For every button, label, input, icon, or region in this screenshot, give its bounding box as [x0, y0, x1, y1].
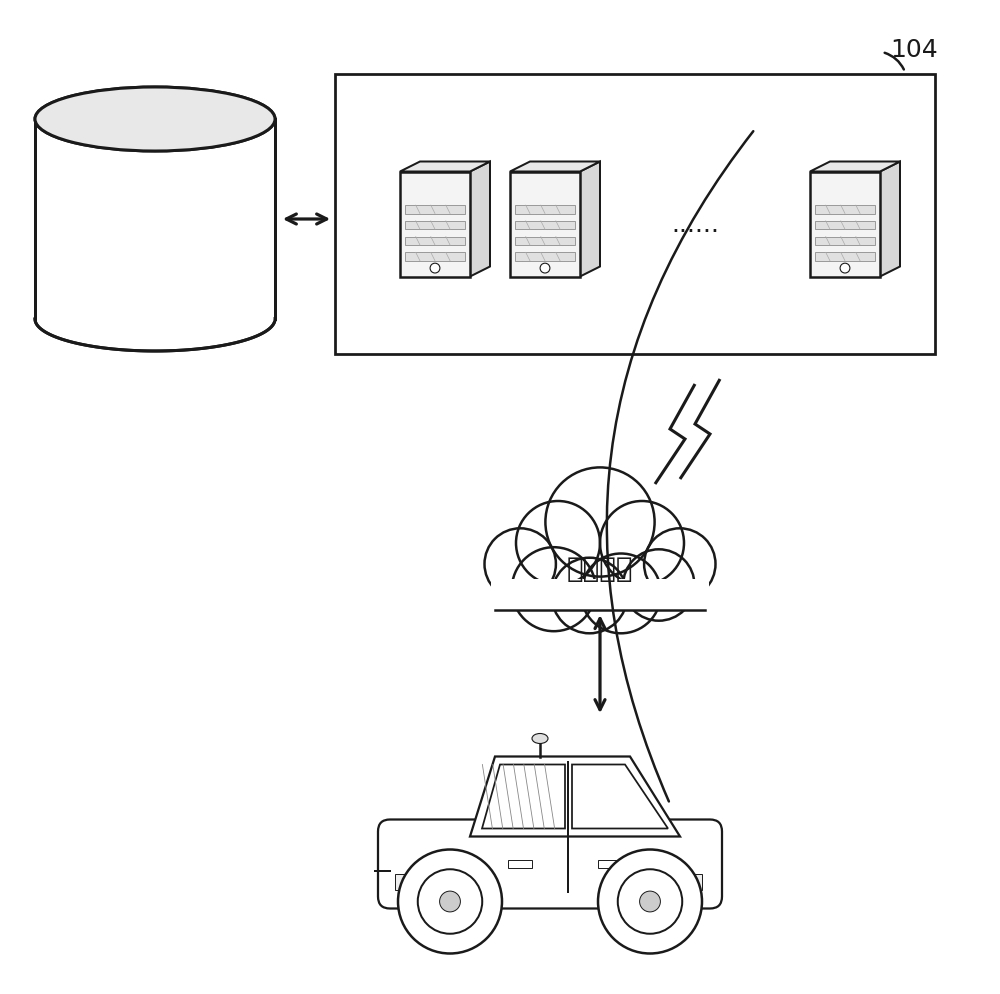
Ellipse shape — [35, 87, 275, 152]
Bar — [405, 222, 465, 230]
Bar — [515, 253, 575, 261]
Circle shape — [516, 502, 600, 585]
Circle shape — [644, 529, 716, 600]
Text: 通信网络: 通信网络 — [567, 555, 633, 582]
FancyArrowPatch shape — [607, 132, 753, 801]
Bar — [405, 238, 465, 246]
Text: ......: ...... — [671, 213, 719, 237]
Circle shape — [623, 550, 694, 621]
Bar — [510, 172, 580, 277]
Bar — [815, 206, 875, 215]
Text: 104: 104 — [890, 38, 938, 62]
Bar — [400, 172, 470, 277]
Polygon shape — [400, 162, 490, 172]
Circle shape — [418, 870, 482, 933]
Polygon shape — [470, 162, 490, 277]
Circle shape — [430, 264, 440, 273]
Polygon shape — [35, 287, 275, 320]
Polygon shape — [880, 162, 900, 277]
Bar — [680, 874, 702, 890]
Circle shape — [540, 264, 550, 273]
Circle shape — [600, 502, 684, 585]
Ellipse shape — [532, 734, 548, 744]
Text: 102: 102 — [760, 113, 808, 137]
Circle shape — [581, 554, 661, 633]
Text: 数据存储系统: 数据存储系统 — [105, 206, 205, 234]
Bar — [815, 238, 875, 246]
Bar — [335, 75, 935, 355]
Bar — [508, 860, 532, 868]
Circle shape — [398, 850, 502, 953]
Circle shape — [640, 892, 660, 911]
Bar — [515, 238, 575, 246]
Text: 云端: 云端 — [618, 103, 652, 131]
Polygon shape — [510, 162, 600, 172]
Circle shape — [545, 468, 655, 578]
Bar — [515, 222, 575, 230]
Circle shape — [440, 892, 460, 911]
FancyArrowPatch shape — [885, 54, 904, 71]
Polygon shape — [810, 162, 900, 172]
Circle shape — [484, 529, 556, 600]
Bar — [810, 172, 880, 277]
Polygon shape — [580, 162, 600, 277]
Polygon shape — [35, 120, 275, 320]
FancyBboxPatch shape — [378, 820, 722, 909]
Ellipse shape — [35, 87, 275, 152]
Circle shape — [618, 870, 682, 933]
Bar — [815, 222, 875, 230]
Polygon shape — [572, 764, 668, 829]
Bar — [395, 874, 417, 890]
Bar — [491, 580, 709, 610]
Circle shape — [598, 850, 702, 953]
Circle shape — [512, 548, 596, 631]
Circle shape — [840, 264, 850, 273]
Bar — [815, 253, 875, 261]
Bar — [598, 860, 622, 868]
Polygon shape — [470, 756, 680, 837]
Polygon shape — [482, 764, 565, 829]
Bar — [405, 206, 465, 215]
Bar — [405, 253, 465, 261]
Bar — [35, 120, 275, 320]
Circle shape — [552, 559, 627, 633]
Bar — [515, 206, 575, 215]
